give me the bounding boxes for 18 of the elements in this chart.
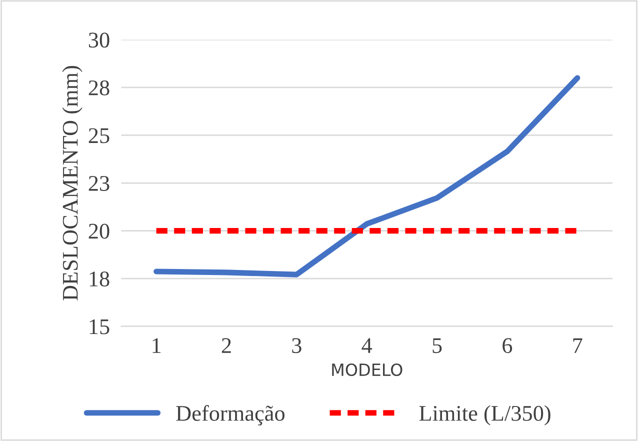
y-tick-label: 28 (88, 80, 110, 96)
y-tick-label: 25 (88, 128, 110, 144)
y-tick-label: 15 (90, 319, 110, 334)
x-tick-label: 1 (152, 338, 161, 353)
x-tick-label: 6 (502, 338, 512, 354)
y-axis-title: DESLOCAMENTO (mm) (62, 66, 82, 300)
legend-label: Limite (L/350) (419, 405, 550, 426)
y-tick-label: 18 (90, 271, 110, 286)
x-tick-label: 3 (292, 338, 302, 354)
y-tick-label: 20 (88, 224, 110, 239)
x-tick-label: 2 (222, 338, 231, 353)
y-tick-label: 23 (88, 176, 110, 191)
x-tick-label: 4 (362, 338, 372, 353)
x-axis-title: MODELO (332, 363, 402, 376)
legend-label: Deformação (176, 405, 284, 426)
y-tick-label: 30 (88, 32, 110, 48)
x-tick-label: 5 (432, 338, 442, 354)
x-tick-label: 7 (573, 338, 582, 353)
